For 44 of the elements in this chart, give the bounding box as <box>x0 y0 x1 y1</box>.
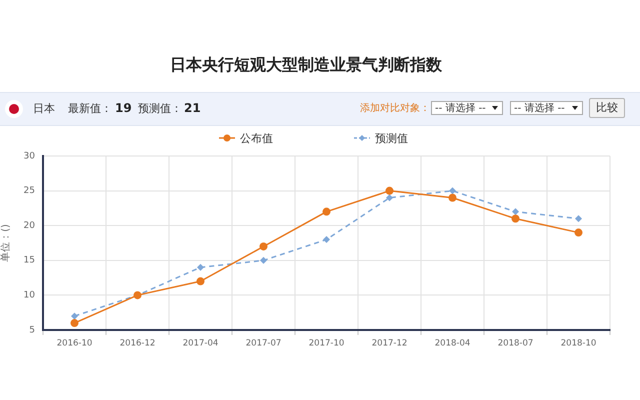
text: 19 <box>115 101 132 116</box>
y-tick-label: 5 <box>29 325 35 336</box>
x-tick-label: 2016-12 <box>120 338 156 348</box>
y-tick-label: 20 <box>24 220 36 231</box>
point <box>196 277 204 286</box>
text: 21 <box>184 101 201 116</box>
x-tick-label: 2018-07 <box>498 338 534 348</box>
point <box>448 194 456 202</box>
text: 添加对比对象： <box>360 102 430 116</box>
legend-label: 预测值 <box>375 132 408 145</box>
text: 日本 <box>33 102 55 116</box>
y-tick-label: 10 <box>24 290 36 301</box>
y-tick-label: 15 <box>24 256 35 266</box>
point <box>574 228 582 237</box>
x-tick-label: 2017-12 <box>372 338 408 348</box>
dropdown-field: -- 请选择 -- <box>431 101 503 115</box>
point <box>197 264 204 271</box>
y-axis-title: 单位：() <box>0 224 12 262</box>
y-tick-label: 30 <box>24 151 36 162</box>
legend-label: 公布值 <box>240 132 273 145</box>
point <box>512 208 519 216</box>
point <box>260 242 268 250</box>
button: 比较 <box>589 98 625 118</box>
point <box>323 236 330 244</box>
chart-title: 日本央行短观大型制造业景气判断指数 <box>169 55 443 75</box>
point <box>71 312 78 320</box>
point <box>512 214 520 223</box>
dropdown-field: -- 请选择 -- <box>510 101 583 115</box>
point <box>260 256 267 264</box>
point <box>575 215 582 222</box>
x-tick-label: 2018-04 <box>434 338 470 348</box>
x-tick-label: 2017-04 <box>182 338 218 348</box>
point <box>386 186 394 195</box>
point <box>70 319 78 328</box>
x-tick-label: 2017-07 <box>246 338 282 348</box>
point <box>386 194 393 202</box>
text: 预测值： <box>138 102 182 116</box>
y-tick-label: 25 <box>24 186 35 196</box>
x-tick-label: 2016-10 <box>56 338 92 348</box>
point <box>449 187 456 194</box>
x-tick-label: 2018-10 <box>560 338 596 348</box>
point <box>322 208 330 216</box>
text: 最新值： <box>68 102 112 116</box>
x-tick-label: 2017-10 <box>308 338 344 348</box>
